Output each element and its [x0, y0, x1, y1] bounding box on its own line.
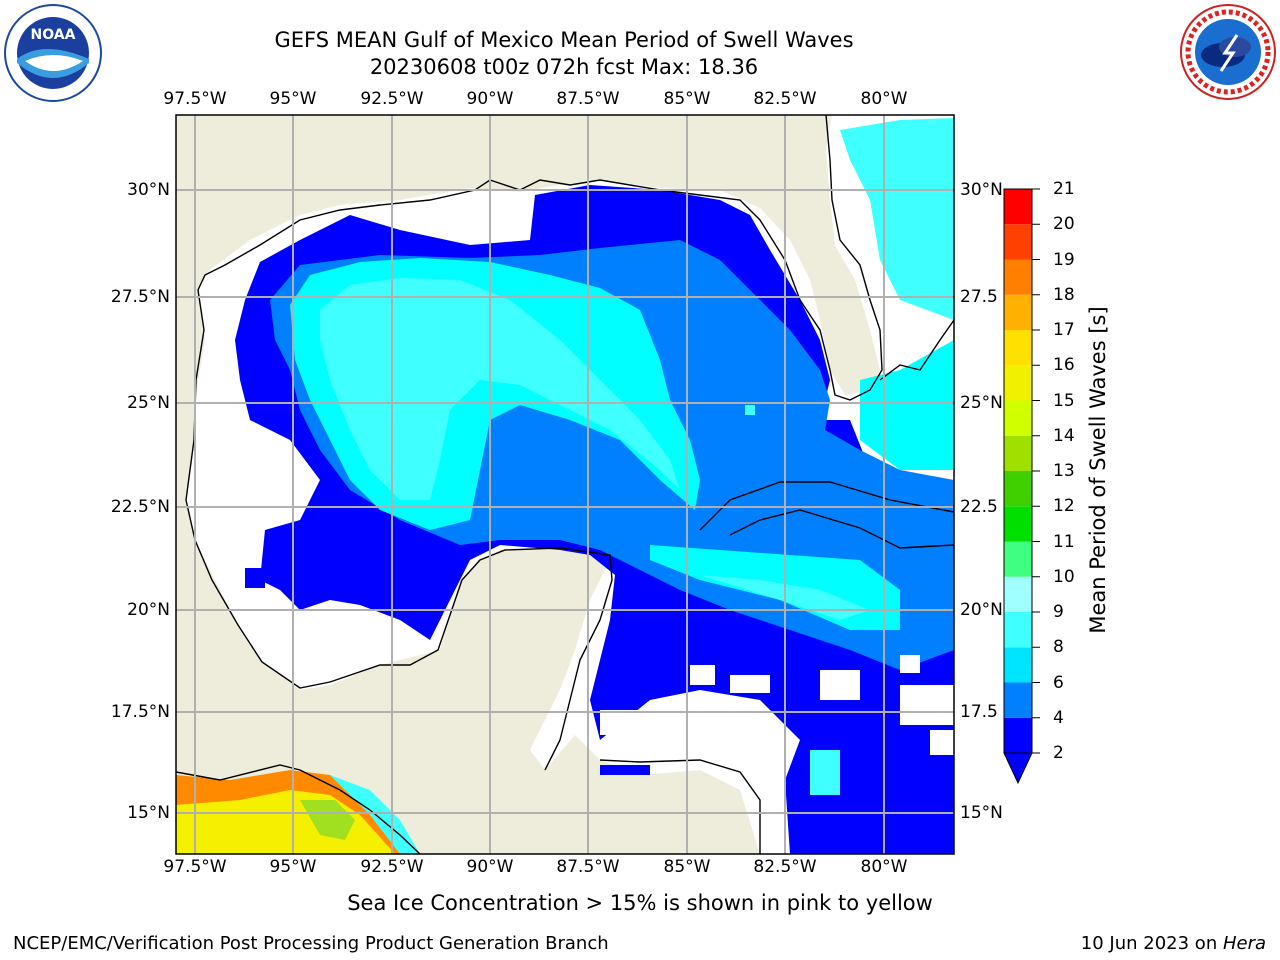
lon-label-bottom: 87.5°W [556, 857, 620, 877]
no-data-cell [730, 720, 755, 745]
lat-label-right: 25°N [960, 393, 1003, 413]
coastlines [176, 115, 954, 854]
colorbar-segment [1004, 682, 1032, 718]
colorbar-tick-label: 14 [1053, 425, 1075, 446]
colorbar-segment [1004, 189, 1032, 225]
no-data-cell [600, 765, 650, 775]
lon-label-bottom: 85°W [663, 857, 711, 877]
footer-credit: NCEP/EMC/Verification Post Processing Pr… [13, 933, 609, 954]
lon-label-top: 87.5°W [556, 89, 620, 109]
colorbar-tick-label: 12 [1053, 496, 1075, 517]
noaa-logo-text: NOAA [31, 27, 76, 43]
colorbar-tick-label: 10 [1053, 566, 1075, 587]
lon-label-bottom: 97.5°W [163, 857, 227, 877]
lat-label-right: 30°N [960, 180, 1003, 200]
lat-label-left: 15°N [127, 803, 170, 823]
colorbar-segment [1004, 224, 1032, 260]
colorbar-tick-label: 11 [1053, 531, 1075, 552]
no-data-cell [600, 710, 660, 735]
colorbar-label: Mean Period of Swell Waves [s] [1086, 306, 1110, 634]
lon-label-top: 95°W [269, 89, 317, 109]
lon-label-top: 85°W [663, 89, 711, 109]
lat-label-left: 22.5°N [110, 497, 170, 517]
chart-title: GEFS MEAN Gulf of Mexico Mean Period of … [274, 28, 854, 52]
no-data-cell [820, 670, 860, 700]
sea-ice-note: Sea Ice Concentration > 15% is shown in … [347, 891, 933, 915]
nws-logo [1180, 4, 1276, 100]
lat-label-left: 17.5°N [110, 702, 170, 722]
colorbar-segment [1004, 365, 1032, 401]
lat-label-right: 15°N [960, 803, 1003, 823]
colorbar-segment [1004, 647, 1032, 683]
colorbar-tick-label: 16 [1053, 355, 1075, 376]
colorbar-segments [1003, 188, 1033, 785]
lon-label-top: 90°W [466, 89, 514, 109]
lon-label-bottom: 82.5°W [753, 857, 817, 877]
colorbar-tick-label: 20 [1053, 214, 1075, 235]
lat-label-left: 20°N [127, 600, 170, 620]
lon-label-top: 92.5°W [360, 89, 424, 109]
colorbar-tick-label: 17 [1053, 320, 1075, 340]
period-patch [265, 530, 290, 560]
lat-label-left: 25°N [127, 393, 170, 413]
colorbar-extend-arrow [1003, 752, 1033, 785]
colorbar-tick-label: 2 [1053, 743, 1064, 763]
no-data-cell [690, 665, 715, 685]
gridlines [176, 115, 954, 854]
period-patch [245, 568, 265, 588]
colorbar-tick-label: 21 [1053, 179, 1075, 199]
no-data-cell [900, 685, 954, 725]
lat-label-right: 27.5 [960, 287, 998, 307]
colorbar-tick-label: 4 [1053, 707, 1064, 728]
no-data-cell [730, 675, 770, 693]
colorbar-tick-label: 19 [1053, 249, 1075, 270]
colorbar-segment [1004, 294, 1032, 330]
colorbar-tick-marks [1032, 188, 1040, 754]
lat-label-right: 20°N [960, 600, 1003, 620]
colorbar-tick-label: 15 [1053, 390, 1075, 411]
no-data-cell [900, 655, 920, 673]
footer-date: 10 Jun 2023 on Hera [1081, 933, 1266, 954]
no-data-cell [810, 750, 840, 795]
map-frame [175, 114, 955, 855]
lat-label-right: 22.5 [960, 497, 998, 517]
footer-host: Hera [1222, 933, 1266, 954]
noaa-logo: NOAA [4, 4, 102, 102]
colorbar-segment [1004, 576, 1032, 612]
colorbar-segment [1004, 612, 1032, 648]
lon-label-top: 80°W [860, 89, 908, 109]
lon-label-bottom: 92.5°W [360, 857, 424, 877]
lat-label-left: 30°N [127, 180, 170, 200]
colorbar-segment [1004, 506, 1032, 542]
chart-subtitle: 20230608 t00z 072h fcst Max: 18.36 [369, 55, 759, 79]
period-patch [745, 405, 755, 415]
lat-label-right: 17.5 [960, 702, 998, 722]
colorbar-tick-label: 8 [1053, 637, 1064, 658]
colorbar-segment [1004, 471, 1032, 507]
pacific-corner-green [300, 800, 355, 840]
no-data-cell [930, 730, 954, 755]
colorbar-tick-label: 9 [1053, 602, 1064, 622]
period-band-8 [320, 118, 954, 620]
footer-date-text: 10 Jun 2023 on [1080, 933, 1223, 954]
colorbar-segment [1004, 435, 1032, 471]
colorbar-segment [1004, 330, 1032, 366]
colorbar-segment [1004, 541, 1032, 577]
colorbar-segment [1004, 400, 1032, 436]
colorbar-segment [1004, 717, 1032, 753]
lon-label-bottom: 90°W [466, 857, 514, 877]
lon-label-bottom: 80°W [860, 857, 908, 877]
colorbar-tick-label: 6 [1053, 672, 1064, 693]
lon-label-top: 97.5°W [163, 89, 227, 109]
lon-label-top: 82.5°W [753, 89, 817, 109]
period-patch [295, 590, 310, 605]
colorbar-segment [1004, 259, 1032, 295]
lon-label-bottom: 95°W [269, 857, 317, 877]
colorbar-tick-label: 18 [1053, 284, 1075, 305]
colorbar [1003, 188, 1040, 785]
lat-label-left: 27.5°N [110, 287, 170, 307]
colorbar-tick-label: 13 [1053, 461, 1075, 481]
